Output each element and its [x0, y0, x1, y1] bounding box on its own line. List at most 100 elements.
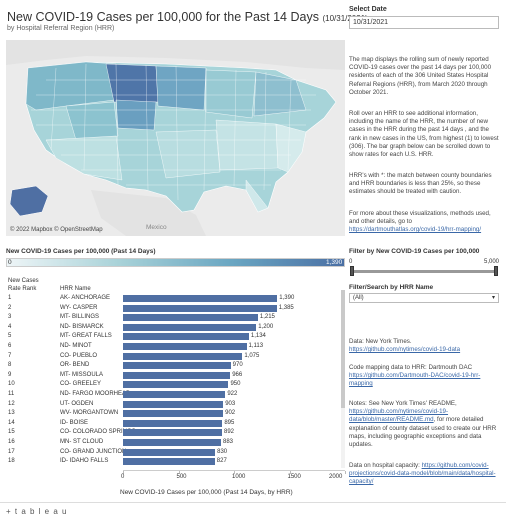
- bar-value-label: 1,390: [279, 295, 295, 301]
- legend-max: 1,390: [326, 259, 343, 266]
- bar[interactable]: [123, 410, 224, 418]
- bar[interactable]: [123, 400, 224, 408]
- dartmouth-dac-link[interactable]: https://github.com/Dartmouth-DAC/covid-1…: [349, 372, 481, 388]
- hrr-name: ND- BISMARCK: [60, 323, 104, 330]
- x-tick-mark: [345, 471, 346, 474]
- hrr-name: ID- BOISE: [60, 419, 89, 426]
- chart-scrollbar[interactable]: [341, 290, 345, 468]
- table-row[interactable]: 13 WV- MORGANTOWN 902: [6, 409, 345, 418]
- table-row[interactable]: 2 WY- CASPER 1,385: [6, 304, 345, 313]
- table-row[interactable]: 9 MT- MISSOULA 966: [6, 371, 345, 380]
- bar-value-label: 970: [232, 362, 243, 369]
- table-row[interactable]: 3 MT- BILLINGS 1,215: [6, 313, 345, 322]
- rate-rank: 1: [8, 295, 12, 301]
- bar[interactable]: [123, 362, 231, 370]
- bar[interactable]: [123, 323, 257, 331]
- hrr-name: CO- PUEBLO: [60, 352, 98, 359]
- source-code-label: Code mapping data to HRR: Dartmouth DAC: [349, 364, 473, 371]
- choropleth-map[interactable]: Mexico © 2022 Mapbox © OpenStreetMap: [6, 40, 345, 236]
- bar-value-label: 827: [216, 458, 227, 465]
- bar[interactable]: [123, 429, 222, 437]
- source-notes: Notes: See New York Times' README, https…: [349, 400, 501, 449]
- x-tick-label: 0: [121, 474, 125, 480]
- table-row[interactable]: 11 ND- FARGO MOORHEAD -... 922: [6, 390, 345, 399]
- rate-rank: 18: [8, 458, 15, 465]
- table-row[interactable]: 6 ND- MINOT 1,113: [6, 342, 345, 351]
- hrr-filter-select[interactable]: (All) ▾: [349, 293, 499, 303]
- table-row[interactable]: 15 CO- COLORADO SPRINGS 892: [6, 428, 345, 437]
- bar[interactable]: [123, 295, 278, 302]
- bar[interactable]: [123, 381, 229, 389]
- table-row[interactable]: 18 ID- IDAHO FALLS 827: [6, 457, 345, 466]
- bar[interactable]: [123, 352, 243, 360]
- range-slider-track[interactable]: [352, 270, 496, 273]
- rate-rank: 3: [8, 314, 12, 321]
- bar[interactable]: [123, 439, 221, 446]
- chart-scrollbar-thumb[interactable]: [341, 290, 345, 408]
- x-tick-mark: [234, 471, 235, 474]
- source-data-label: Data: New York Times.: [349, 338, 412, 345]
- nyt-readme-link[interactable]: https://github.com/nytimes/covid-19-data…: [349, 408, 449, 424]
- hrr-name: ID- IDAHO FALLS: [60, 458, 109, 465]
- hrr-name: CO- COLORADO SPRINGS: [60, 429, 136, 436]
- table-row[interactable]: 16 MN- ST CLOUD 883: [6, 438, 345, 447]
- hrr-name: CO- GRAND JUNCTION: [60, 448, 127, 455]
- range-slider-min-handle[interactable]: [350, 266, 354, 276]
- header-rate-rank: Rate Rank: [8, 286, 37, 292]
- page-subtitle: by Hospital Referral Region (HRR): [7, 25, 115, 32]
- bar-value-label: 1,134: [250, 333, 266, 340]
- table-row[interactable]: 4 ND- BISMARCK 1,200: [6, 323, 345, 332]
- rate-rank: 7: [8, 352, 12, 359]
- description-p3: HRR's with *: the match between county b…: [349, 172, 492, 196]
- table-row[interactable]: 12 UT- OGDEN 903: [6, 400, 345, 409]
- bar[interactable]: [123, 458, 215, 466]
- bar-value-label: 830: [217, 448, 228, 455]
- map-canvas[interactable]: [6, 40, 345, 236]
- bar[interactable]: [123, 419, 223, 427]
- bar-value-label: 895: [224, 419, 235, 426]
- hrr-name: ND- MINOT: [60, 343, 92, 349]
- hrr-name: OR- BEND: [60, 362, 90, 369]
- x-tick-mark: [123, 471, 124, 474]
- table-row[interactable]: 17 CO- GRAND JUNCTION 830: [6, 448, 345, 457]
- bar[interactable]: [123, 448, 216, 456]
- bar[interactable]: [123, 304, 277, 312]
- dartmouth-atlas-link[interactable]: https://dartmouthatlas.org/covid-19/hrr-…: [349, 226, 482, 234]
- rate-rank: 17: [8, 448, 15, 455]
- table-row[interactable]: 7 CO- PUEBLO 1,075: [6, 352, 345, 361]
- bar[interactable]: [123, 343, 247, 350]
- table-row[interactable]: 1 AK- ANCHORAGE 1,390: [6, 294, 345, 303]
- map-attribution[interactable]: © 2022 Mapbox © OpenStreetMap: [10, 227, 103, 233]
- description-p2: Roll over an HRR to see additional infor…: [349, 110, 499, 159]
- bar-value-label: 1,113: [248, 343, 264, 349]
- table-row[interactable]: 8 OR- BEND 970: [6, 361, 345, 370]
- bar[interactable]: [123, 314, 258, 322]
- hrr-name: ND- FARGO MOORHEAD -...: [60, 391, 140, 397]
- date-input[interactable]: 10/31/2021: [349, 16, 499, 29]
- bar-value-label: 1,200: [258, 323, 274, 330]
- bar-value-label: 950: [230, 381, 241, 388]
- description-p4: For more about these visualizations, met…: [349, 210, 501, 235]
- rate-rank: 9: [8, 371, 12, 378]
- map-label-mexico: Mexico: [146, 224, 167, 231]
- table-row[interactable]: 10 CO- GREELEY 950: [6, 380, 345, 389]
- hrr-name: WV- MORGANTOWN: [60, 410, 119, 417]
- header-new-cases: New Cases: [8, 278, 39, 284]
- bar[interactable]: [123, 333, 249, 341]
- hospital-capacity-link[interactable]: https://github.com/covid-projections/cov…: [349, 462, 496, 486]
- table-row[interactable]: 5 MT- GREAT FALLS 1,134: [6, 332, 345, 341]
- legend-min: 0: [8, 259, 12, 266]
- case-range-filter-label: Filter by New COVID-19 Cases per 100,000: [349, 248, 480, 255]
- bar-value-label: 922: [227, 391, 238, 397]
- rate-rank: 2: [8, 304, 12, 311]
- bar[interactable]: [123, 371, 231, 379]
- tableau-logo[interactable]: + t a b l e a u: [6, 507, 68, 516]
- bar[interactable]: [123, 391, 226, 398]
- rate-rank: 6: [8, 343, 12, 349]
- legend-color-ramp: [6, 258, 345, 267]
- rate-rank: 15: [8, 429, 15, 436]
- range-slider-max-handle[interactable]: [494, 266, 498, 276]
- table-row[interactable]: 14 ID- BOISE 895: [6, 419, 345, 428]
- hrr-name: MT- GREAT FALLS: [60, 333, 112, 340]
- nyt-data-link[interactable]: https://github.com/nytimes/covid-19-data: [349, 346, 461, 354]
